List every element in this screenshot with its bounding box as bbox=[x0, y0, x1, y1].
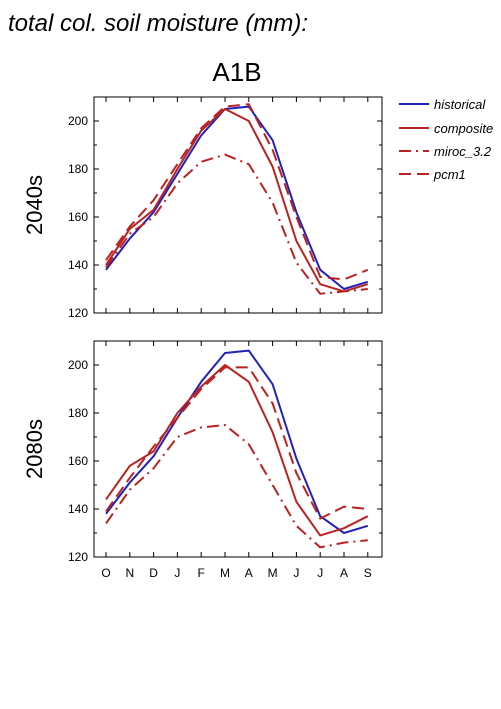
legend-item-composite: composite bbox=[399, 121, 493, 136]
y-tick-label: 140 bbox=[68, 258, 88, 272]
y-tick-label: 140 bbox=[68, 502, 88, 516]
series-line-miroc-3-2 bbox=[105, 153, 368, 295]
x-tick-label: D bbox=[149, 566, 158, 580]
panel-row-label: 2080s bbox=[22, 419, 47, 479]
y-tick-label: 200 bbox=[68, 358, 88, 372]
series-line-pcm1 bbox=[105, 366, 368, 520]
x-tick-label: J bbox=[174, 566, 180, 580]
legend-label-historical: historical bbox=[434, 97, 486, 112]
x-tick-label: O bbox=[101, 566, 110, 580]
x-tick-label: J bbox=[317, 566, 323, 580]
series-line-miroc-3-2 bbox=[105, 424, 368, 549]
legend-label-miroc: miroc_3.2 bbox=[434, 144, 492, 159]
series-line-historical bbox=[105, 349, 369, 534]
x-tick-label: J bbox=[293, 566, 299, 580]
legend: historical composite miroc_3.2 pcm1 bbox=[399, 97, 493, 182]
series-line-pcm1 bbox=[105, 103, 369, 281]
panel-row-label: 2040s bbox=[22, 175, 47, 235]
chart-panel-2040s: 2040s 120 140 160 180 200 bbox=[22, 96, 383, 320]
plot-frame bbox=[93, 340, 383, 558]
y-tick-label: 120 bbox=[68, 306, 88, 320]
x-tick-label: M bbox=[268, 566, 278, 580]
y-tick-label: 180 bbox=[68, 162, 88, 176]
legend-item-historical: historical bbox=[399, 97, 486, 112]
legend-item-miroc: miroc_3.2 bbox=[399, 144, 492, 159]
x-tick-label: A bbox=[245, 566, 253, 580]
x-tick-label: F bbox=[198, 566, 205, 580]
page-title: total col. soil moisture (mm): bbox=[8, 10, 308, 37]
y-tick-label: 160 bbox=[68, 454, 88, 468]
x-tick-label: A bbox=[340, 566, 348, 580]
series-line-composite bbox=[105, 108, 369, 293]
x-tick-label: N bbox=[125, 566, 134, 580]
y-tick-label: 160 bbox=[68, 210, 88, 224]
chart-panel-2080s: 2080s 120 140 160 180 200 O N D J F M A M J J A S bbox=[22, 340, 383, 580]
x-tick-label: S bbox=[364, 566, 372, 580]
y-tick-label: 180 bbox=[68, 406, 88, 420]
legend-item-pcm1: pcm1 bbox=[399, 167, 466, 182]
y-tick-label: 200 bbox=[68, 114, 88, 128]
legend-label-pcm1: pcm1 bbox=[433, 167, 466, 182]
x-tick-label: M bbox=[220, 566, 230, 580]
y-tick-label: 120 bbox=[68, 550, 88, 564]
legend-label-composite: composite bbox=[434, 121, 493, 136]
series-line-composite bbox=[105, 364, 369, 537]
scenario-title: A1B bbox=[212, 57, 261, 87]
series-line-historical bbox=[105, 105, 369, 290]
plot-frame bbox=[93, 96, 383, 314]
